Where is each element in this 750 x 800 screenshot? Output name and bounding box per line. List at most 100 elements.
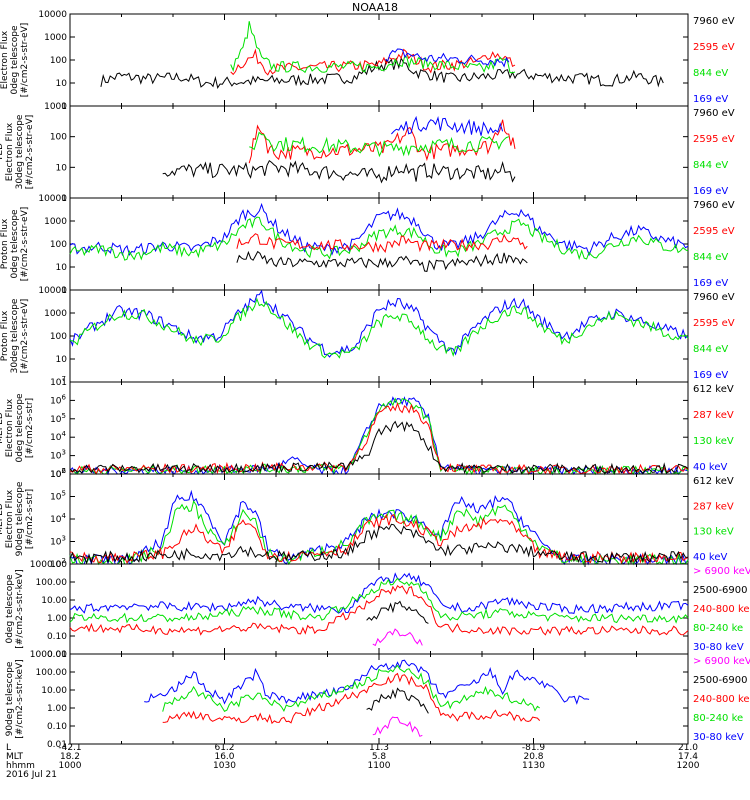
- footer-mlt-value: 20.8: [523, 752, 543, 762]
- y-tick-label: 106: [50, 467, 66, 480]
- legend-entry: 7960 eV: [693, 16, 735, 27]
- y-label-line: [#/cm2-s-str]: [25, 489, 35, 549]
- series-line-red: [69, 513, 689, 565]
- y-tick-label: 10: [56, 163, 68, 173]
- y-tick-label: 10: [56, 355, 68, 365]
- series-line-blue: [69, 289, 689, 358]
- series-line-red: [162, 672, 541, 725]
- legend-entry: 2595 eV: [693, 226, 735, 237]
- panel-6: 102 103 104 105 106 MEPED Electron Flux 90deg t…: [0, 467, 734, 570]
- legend-entry: 80-240 ke: [693, 713, 743, 724]
- footer-mlt-value: 17.4: [678, 752, 698, 762]
- y-tick-label: 107: [50, 375, 66, 388]
- series-line-black: [162, 159, 516, 184]
- y-tick-label: 105: [50, 490, 66, 503]
- legend-entry: 169 eV: [693, 94, 728, 105]
- y-label-line: Electron Flux: [5, 398, 15, 457]
- y-tick-label: 1: [61, 102, 67, 112]
- series-line-blue: [69, 396, 689, 476]
- y-tick-label: 100: [50, 332, 67, 342]
- y-tick-label: 1000.00: [30, 650, 67, 660]
- panel-1: 1 10 100 1000 10000 Electron Flux 0deg telesco…: [0, 10, 735, 112]
- series-line-blue: [144, 659, 590, 705]
- y-tick-label: 102: [50, 557, 66, 570]
- series-line-green: [69, 499, 689, 566]
- series-line-red: [248, 119, 516, 164]
- y-label-line: [#/cm2-s-str-eV]: [20, 23, 30, 98]
- y-tick-label: 1000: [44, 102, 67, 112]
- series-line-black: [69, 420, 689, 475]
- series-line-red: [69, 585, 689, 637]
- y-tick-label: 1000: [44, 309, 67, 319]
- y-tick-label: 1: [61, 194, 67, 204]
- y-label-line: 90deg telescope: [5, 661, 15, 736]
- footer-hhmm-value: 1200: [677, 761, 700, 771]
- y-label-line: Electron Flux: [5, 489, 15, 548]
- series-line-blue: [391, 115, 504, 136]
- y-label-line: TED: [0, 143, 5, 162]
- y-label-line: Electron Flux: [5, 122, 15, 181]
- y-tick-label: 100: [50, 240, 67, 250]
- y-label-line: 0deg telescope: [15, 393, 25, 463]
- legend-entry: 7960 eV: [693, 292, 735, 303]
- legend-entry: 30-80 keV: [693, 732, 744, 743]
- panel-8: 0.01 0.10 1.00 10.00 100.00 1000.00 90deg tele…: [5, 650, 750, 750]
- y-label-line: 0deg telescope: [10, 209, 20, 279]
- series-line-blue: [69, 202, 689, 257]
- series-line-black: [69, 523, 689, 565]
- series-line-green: [230, 21, 516, 74]
- legend-entry: 844 eV: [693, 252, 728, 263]
- footer-hhmm-value: 1030: [213, 761, 236, 771]
- y-label-line: 30deg telescope: [15, 114, 25, 189]
- legend-entry: 2595 eV: [693, 42, 735, 53]
- footer-hhmm-value: 1100: [368, 761, 391, 771]
- y-tick-label: 105: [50, 412, 66, 425]
- y-tick-label: 1: [61, 378, 67, 388]
- y-tick-label: 10000: [38, 194, 67, 204]
- legend-entry: 844 eV: [693, 344, 728, 355]
- legend-entry: 2500-6900: [693, 585, 748, 596]
- legend-entry: 130 keV: [693, 527, 734, 538]
- series-line-magenta: [372, 716, 423, 737]
- legend-entry: 40 keV: [693, 552, 727, 563]
- footer-hhmm-value: 1000: [59, 761, 82, 771]
- y-tick-label: 103: [50, 449, 66, 462]
- y-axis-label: Proton Flux 0deg telescope [#/cm2-s-str-eV…: [0, 207, 30, 282]
- legend-entry: 169 eV: [693, 370, 728, 381]
- footer-mlt-value: 5.8: [372, 752, 387, 762]
- y-tick-label: 10.00: [41, 596, 67, 606]
- y-label-line: [#/cm2-s-str-eV]: [20, 207, 30, 282]
- footer-mlt-value: 18.2: [60, 752, 80, 762]
- legend-entry: > 6900 keV: [693, 566, 750, 577]
- footer-l-value: -81.9: [522, 743, 546, 753]
- y-tick-label: 10: [56, 79, 68, 89]
- legend-entry: 30-80 keV: [693, 642, 744, 653]
- series-line-magenta: [372, 628, 423, 647]
- panel-frame: [69, 381, 689, 475]
- series-line-black: [366, 687, 429, 714]
- legend-entry: 40 keV: [693, 462, 727, 473]
- series-line-green: [70, 297, 689, 359]
- series-line-green: [69, 397, 689, 476]
- legend-entry: 240-800 ke: [693, 694, 750, 705]
- y-label-line: [#/cm2-s-str-eV]: [25, 115, 35, 190]
- legend-entry: > 6900 keV: [693, 656, 750, 667]
- y-axis-label: 90deg telescope [#/cm2-s-str-keV]: [5, 659, 25, 738]
- y-tick-label: 100: [50, 133, 67, 143]
- y-tick-label: 1.00: [47, 614, 67, 624]
- legend-entry: 2595 eV: [693, 318, 735, 329]
- footer-row-label: L: [6, 743, 11, 753]
- y-label-line: [#/cm2-s-str-keV]: [15, 569, 25, 648]
- footer-row-label: hhmm: [6, 761, 35, 771]
- legend-entry: 80-240 ke: [693, 623, 743, 634]
- y-tick-label: 104: [50, 430, 66, 443]
- footer-l-value: 21.0: [678, 743, 698, 753]
- footer-row-label: 2016 Jul 21: [6, 770, 57, 780]
- panel-4: 1 10 100 1000 10000 Proton Flux 30deg telescop…: [0, 286, 735, 388]
- y-label-line: MEPED: [0, 412, 5, 444]
- y-tick-label: 10: [56, 263, 68, 273]
- series-line-blue: [69, 572, 689, 614]
- legend-entry: 612 keV: [693, 476, 734, 487]
- series-line-red: [230, 48, 516, 76]
